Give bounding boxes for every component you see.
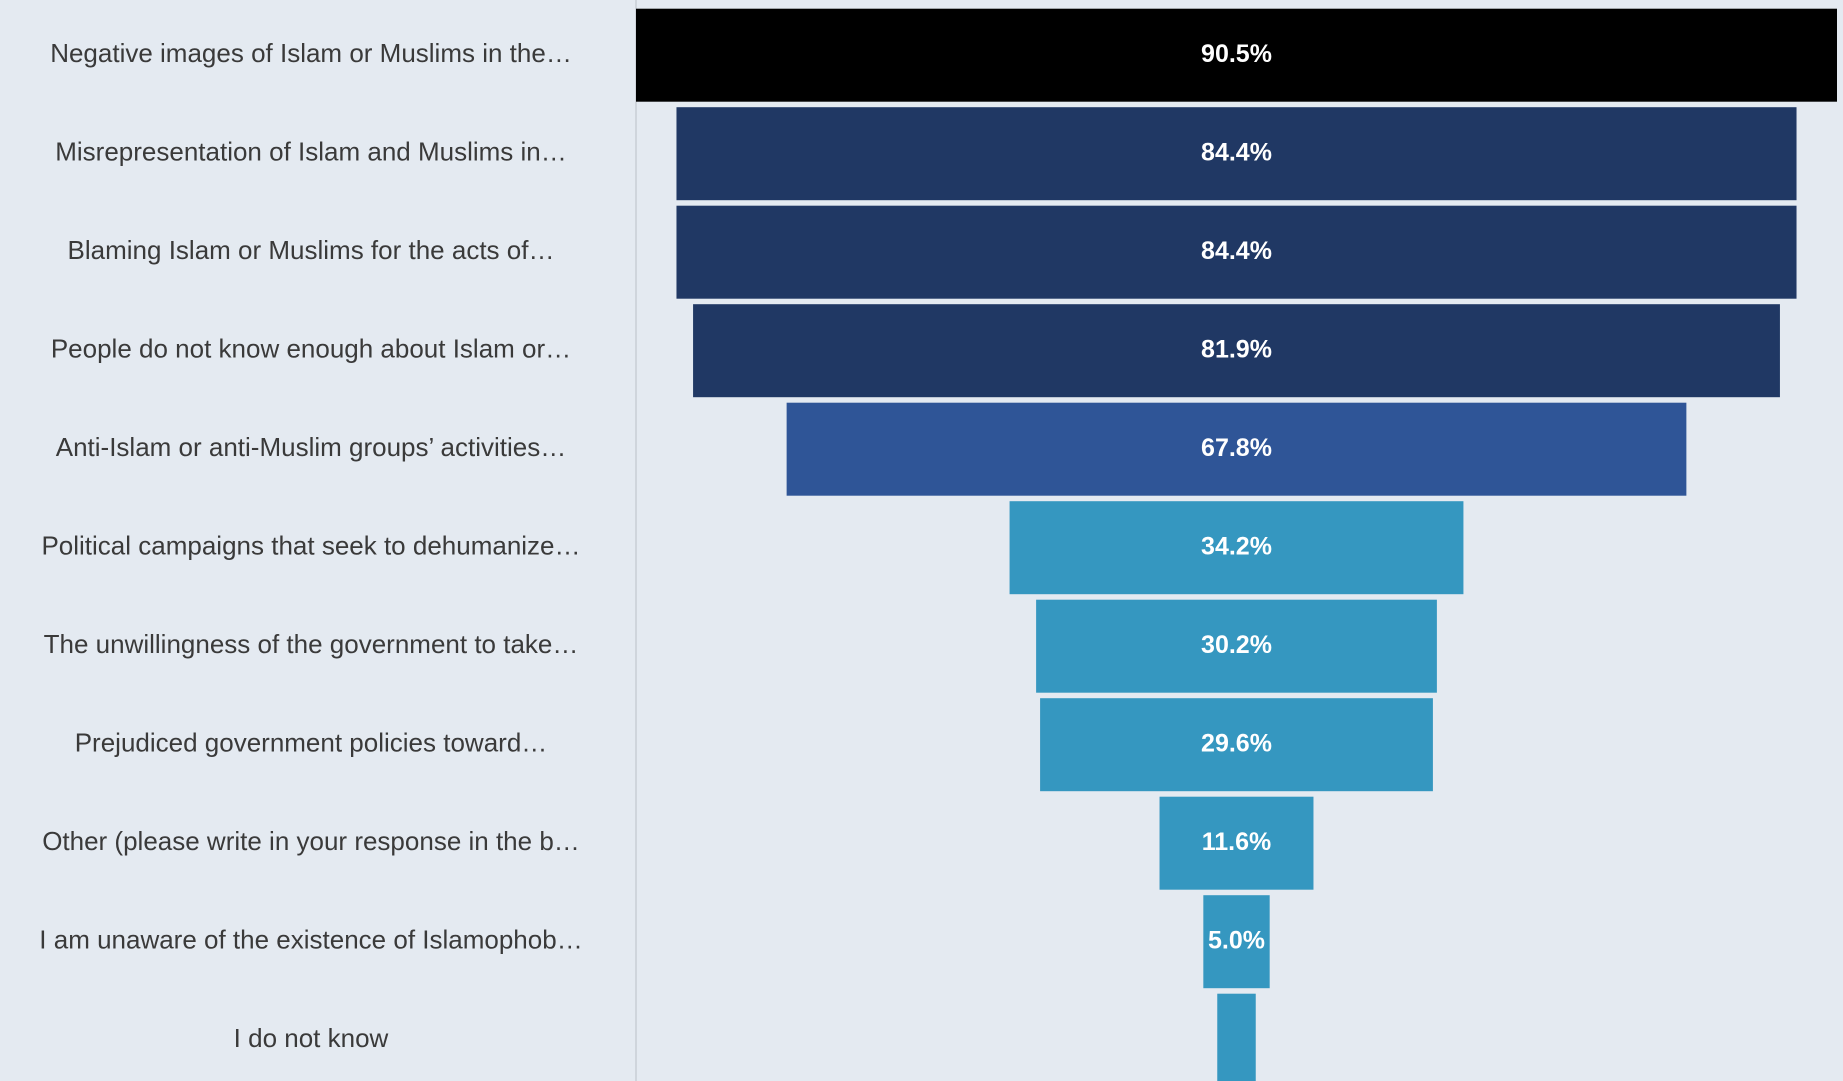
funnel-bar bbox=[1040, 698, 1433, 792]
category-label: Other (please write in your response in … bbox=[42, 826, 580, 856]
funnel-bar bbox=[1217, 993, 1256, 1081]
value-label: 29.6% bbox=[1201, 729, 1272, 757]
funnel-bar bbox=[786, 402, 1687, 496]
value-label: 11.6% bbox=[1202, 828, 1272, 856]
category-label: Prejudiced government policies toward… bbox=[75, 728, 548, 758]
category-label: Anti-Islam or anti-Muslim groups’ activi… bbox=[56, 432, 567, 462]
value-label: 34.2% bbox=[1201, 532, 1272, 560]
value-label: 67.8% bbox=[1201, 434, 1272, 462]
value-label: 30.2% bbox=[1201, 631, 1272, 659]
value-label: 81.9% bbox=[1201, 335, 1272, 363]
funnel-bar bbox=[676, 205, 1797, 299]
funnel-bar bbox=[1159, 796, 1314, 890]
value-label: 90.5% bbox=[1201, 40, 1272, 68]
category-label: Political campaigns that seek to dehuman… bbox=[41, 531, 580, 561]
funnel-bar bbox=[636, 8, 1837, 102]
category-label: I am unaware of the existence of Islamop… bbox=[39, 925, 582, 955]
category-label: Blaming Islam or Muslims for the acts of… bbox=[68, 235, 555, 265]
category-label: Misrepresentation of Islam and Muslims i… bbox=[55, 137, 567, 167]
funnel-bar bbox=[1009, 501, 1464, 595]
category-label: The unwillingness of the government to t… bbox=[44, 629, 579, 659]
category-label: People do not know enough about Islam or… bbox=[51, 334, 571, 364]
funnel-bar bbox=[676, 107, 1797, 201]
funnel-bar bbox=[1036, 599, 1437, 693]
value-label: 5.0% bbox=[1208, 926, 1265, 954]
category-label: I do not know bbox=[234, 1023, 389, 1053]
funnel-bar bbox=[1203, 895, 1270, 989]
funnel-bar bbox=[693, 304, 1780, 398]
value-label: 84.4% bbox=[1201, 138, 1272, 166]
value-label: 84.4% bbox=[1201, 237, 1272, 265]
category-label: Negative images of Islam or Muslims in t… bbox=[50, 38, 572, 68]
